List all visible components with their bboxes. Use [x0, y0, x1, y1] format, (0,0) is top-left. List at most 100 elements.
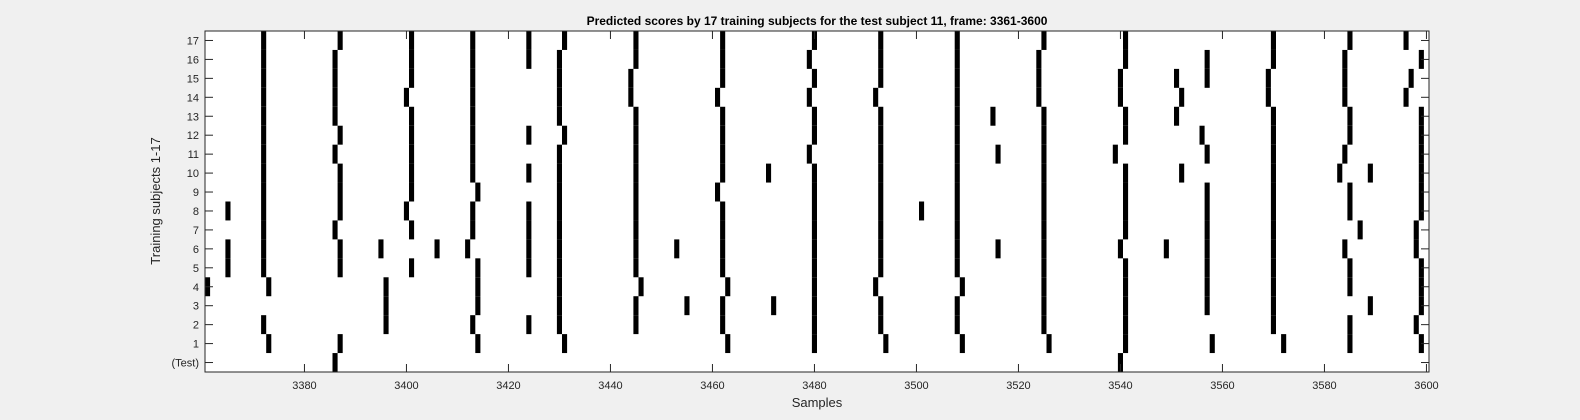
raster-mark	[409, 49, 415, 69]
raster-mark	[633, 315, 639, 335]
raster-mark	[1041, 258, 1047, 278]
raster-mark	[470, 315, 476, 335]
y-tick-label: 7	[193, 225, 199, 237]
raster-mark	[954, 239, 960, 259]
raster-mark	[470, 87, 476, 107]
raster-mark	[811, 31, 817, 50]
raster-mark	[556, 144, 562, 164]
raster-mark	[633, 106, 639, 126]
raster-mark	[684, 296, 690, 316]
raster-mark	[1347, 315, 1353, 335]
raster-mark	[1041, 220, 1047, 240]
raster-mark	[1270, 296, 1276, 316]
raster-mark	[1347, 277, 1353, 297]
raster-mark	[332, 106, 338, 126]
raster-mark	[261, 163, 267, 183]
x-tick-label: 3480	[802, 380, 826, 392]
raster-mark	[1041, 239, 1047, 259]
y-tick-label: 2	[193, 320, 199, 332]
x-axis-label: Samples	[792, 395, 843, 410]
raster-mark	[878, 163, 884, 183]
raster-mark	[261, 315, 267, 335]
raster-mark	[1204, 239, 1210, 259]
y-tick-label: 5	[193, 263, 199, 275]
raster-mark	[1123, 182, 1129, 202]
raster-mark	[556, 239, 562, 259]
y-tick-label: 13	[187, 111, 199, 123]
raster-mark	[332, 353, 338, 372]
raster-mark	[526, 201, 532, 221]
raster-mark	[1270, 31, 1276, 50]
raster-mark	[526, 31, 532, 50]
y-tick-label: 3	[193, 301, 199, 313]
raster-mark	[409, 258, 415, 278]
raster-mark	[434, 239, 440, 259]
raster-mark	[1036, 49, 1042, 69]
raster-mark	[811, 239, 817, 259]
raster-mark	[1041, 315, 1047, 335]
raster-mark	[1270, 277, 1276, 297]
raster-mark	[954, 31, 960, 50]
raster-mark	[470, 220, 476, 240]
raster-mark	[633, 220, 639, 240]
raster-mark	[1123, 296, 1129, 316]
raster-mark	[266, 334, 272, 354]
raster-mark	[720, 220, 726, 240]
raster-mark	[1270, 125, 1276, 145]
raster-mark	[526, 258, 532, 278]
raster-mark	[878, 49, 884, 69]
raster-mark	[725, 277, 731, 297]
raster-mark	[1041, 182, 1047, 202]
raster-mark	[1123, 49, 1129, 69]
raster-mark	[1270, 220, 1276, 240]
raster-mark	[261, 201, 267, 221]
raster-mark	[332, 220, 338, 240]
raster-mark	[409, 144, 415, 164]
raster-mark	[1041, 296, 1047, 316]
raster-mark	[954, 315, 960, 335]
raster-mark	[526, 315, 532, 335]
raster-mark	[337, 182, 343, 202]
raster-mark	[878, 315, 884, 335]
raster-mark	[959, 277, 965, 297]
raster-mark	[556, 68, 562, 88]
y-tick-label: 16	[187, 54, 199, 66]
raster-mark	[1174, 106, 1180, 126]
raster-mark	[811, 106, 817, 126]
raster-mark	[409, 68, 415, 88]
raster-mark	[1347, 201, 1353, 221]
x-tick-label: 3500	[904, 380, 928, 392]
raster-mark	[811, 201, 817, 221]
raster-mark	[332, 68, 338, 88]
raster-mark	[562, 31, 568, 50]
raster-mark	[1117, 239, 1123, 259]
raster-mark	[720, 201, 726, 221]
y-tick-label: (Test)	[172, 358, 200, 370]
raster-mark	[1204, 220, 1210, 240]
raster-mark	[1357, 220, 1363, 240]
raster-mark	[1265, 68, 1271, 88]
raster-mark	[556, 87, 562, 107]
raster-mark	[1179, 87, 1185, 107]
raster-mark	[628, 68, 634, 88]
raster-mark	[811, 334, 817, 354]
raster-mark	[1413, 315, 1419, 335]
raster-mark	[995, 144, 1001, 164]
raster-mark	[556, 182, 562, 202]
raster-mark	[1342, 49, 1348, 69]
raster-mark	[1041, 106, 1047, 126]
raster-mark	[954, 296, 960, 316]
raster-mark	[526, 239, 532, 259]
raster-mark	[811, 296, 817, 316]
raster-mark	[720, 315, 726, 335]
raster-mark	[1270, 49, 1276, 69]
raster-marks	[205, 31, 1424, 372]
raster-mark	[878, 220, 884, 240]
raster-mark	[878, 182, 884, 202]
raster-mark	[556, 315, 562, 335]
raster-mark	[1041, 277, 1047, 297]
raster-mark	[878, 125, 884, 145]
raster-mark	[878, 106, 884, 126]
raster-mark	[954, 201, 960, 221]
